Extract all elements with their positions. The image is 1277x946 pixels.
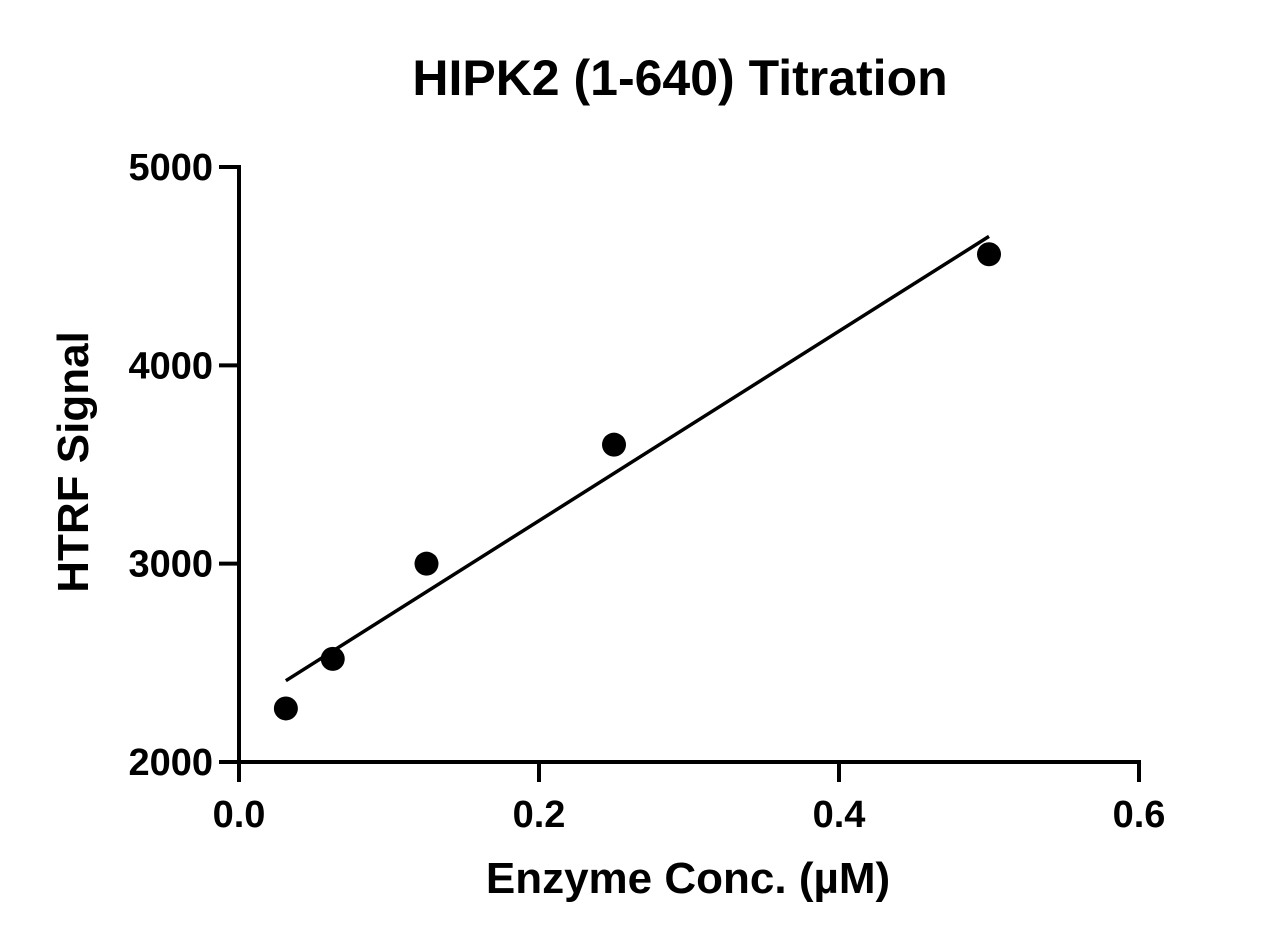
y-tick-label: 2000 (128, 742, 213, 784)
chart-title: HIPK2 (1-640) Titration (412, 50, 947, 106)
x-tick-label: 0.4 (813, 794, 866, 836)
data-point (414, 551, 439, 576)
x-tick-label: 0.2 (513, 794, 566, 836)
y-axis-ticks: 2000 3000 4000 5000 (128, 147, 239, 784)
data-point (977, 242, 1001, 267)
x-tick-label: 0.6 (1113, 794, 1166, 836)
x-axis-label: Enzyme Conc. (µM) (486, 854, 890, 903)
y-tick-label: 4000 (128, 345, 213, 387)
data-point (602, 432, 626, 457)
fit-line (284, 234, 990, 683)
data-points (273, 242, 1001, 721)
x-tick-label: 0.0 (213, 794, 266, 836)
plot-area: 2000 3000 4000 5000 0.0 0.2 0.4 0.6 (128, 147, 1165, 836)
y-tick-label: 3000 (128, 544, 213, 586)
data-point (320, 646, 345, 671)
x-axis-ticks: 0.0 0.2 0.4 0.6 (213, 762, 1166, 836)
y-axis-label: HTRF Signal (49, 331, 98, 593)
fit-line-group (284, 234, 990, 683)
data-point (273, 696, 298, 721)
y-tick-label: 5000 (128, 147, 213, 189)
